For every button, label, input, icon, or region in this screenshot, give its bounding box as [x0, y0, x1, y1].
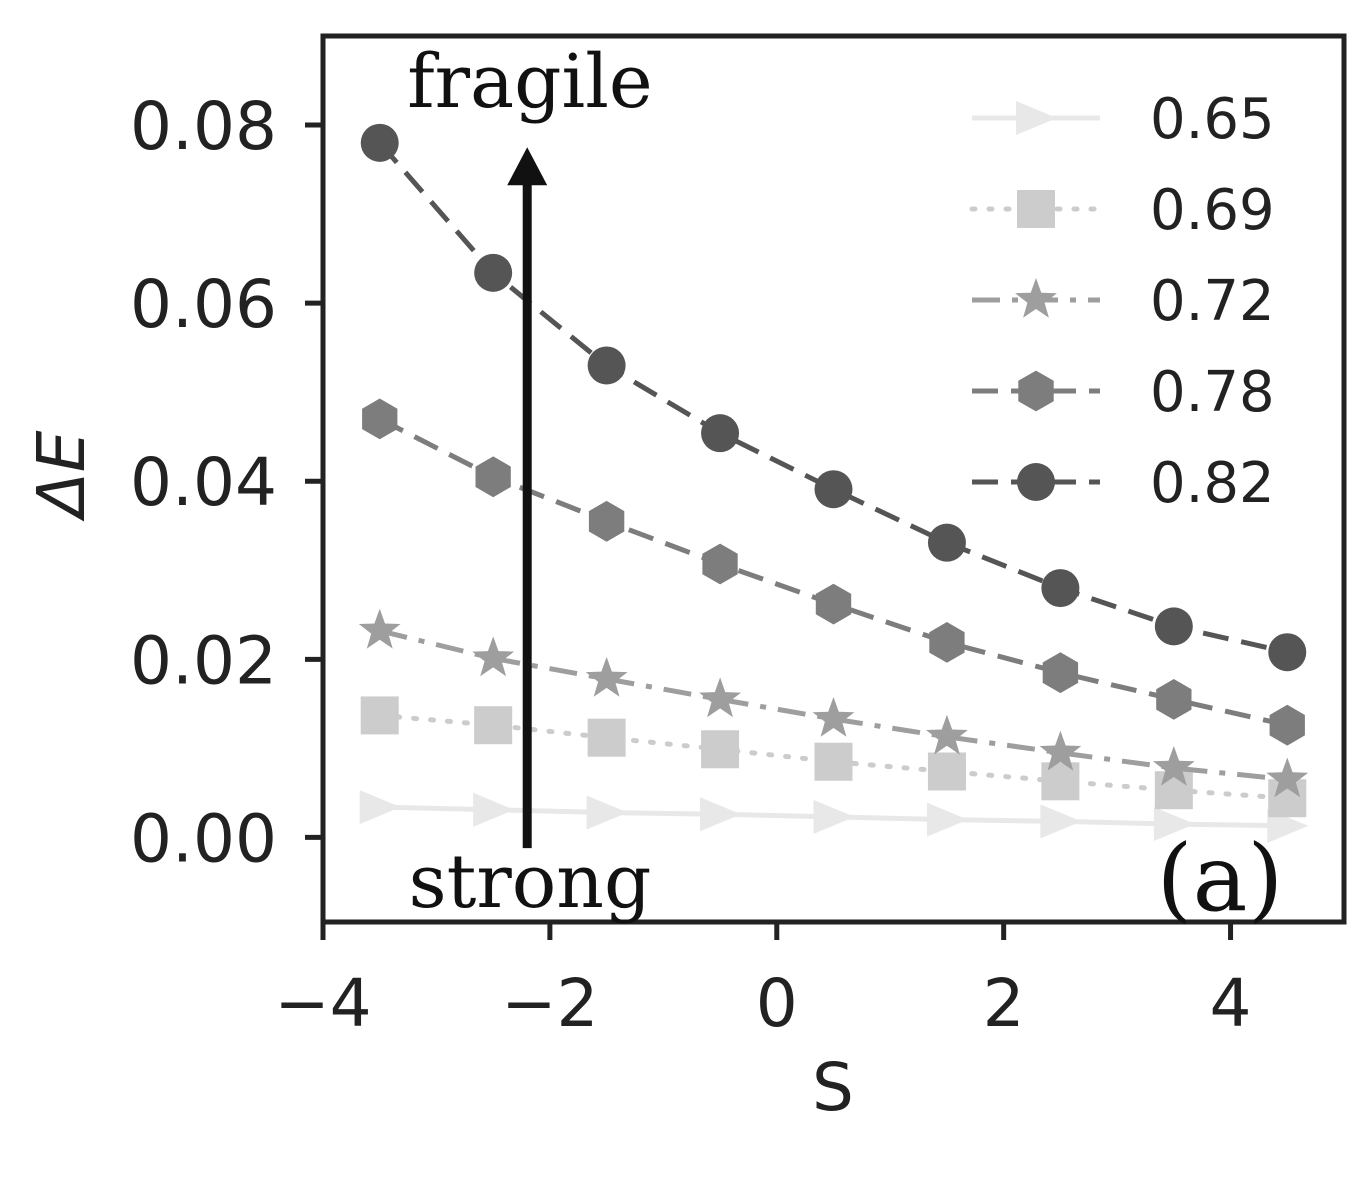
legend-entry: 0.72	[972, 269, 1275, 334]
strong-label: strong	[409, 839, 652, 925]
series-line	[377, 141, 1288, 655]
x-tick-label: 2	[983, 965, 1025, 1042]
data-point	[360, 696, 399, 735]
data-point	[588, 500, 625, 542]
data-point	[358, 608, 401, 649]
data-point	[812, 697, 855, 737]
data-point	[813, 799, 855, 834]
data-point	[701, 414, 740, 453]
data-point	[699, 677, 741, 718]
legend-label: 0.78	[1150, 360, 1275, 425]
data-point	[1015, 278, 1057, 318]
data-point	[1156, 679, 1192, 720]
data-point	[814, 470, 853, 509]
legend-entry: 0.78	[972, 360, 1275, 425]
data-point	[1267, 808, 1309, 843]
data-point	[585, 656, 628, 697]
data-point	[474, 706, 513, 745]
data-point	[926, 714, 968, 755]
data-point	[926, 802, 968, 837]
y-tick-label: 0.04	[130, 444, 277, 521]
x-tick-label: 4	[1210, 965, 1252, 1042]
data-point	[1269, 704, 1305, 746]
data-point	[359, 790, 401, 825]
data-point	[702, 543, 738, 585]
data-point	[362, 398, 398, 440]
series-0-72	[358, 608, 1309, 798]
legend-label: 0.69	[1150, 178, 1275, 243]
data-point	[815, 583, 852, 625]
x-tick-label: 0	[756, 965, 798, 1042]
data-point	[1154, 771, 1193, 810]
data-point	[1017, 463, 1055, 501]
fragile-label: fragile	[407, 39, 652, 125]
y-axis-label: ΔE	[23, 430, 100, 522]
legend: 0.65 0.69 0.72 0.78 0.82	[969, 87, 1275, 516]
y-tick-label: 0.06	[130, 266, 277, 343]
data-point	[1041, 569, 1080, 608]
axis-labels: S ΔE	[23, 430, 854, 1126]
series-0-82	[360, 123, 1307, 672]
legend-label: 0.65	[1150, 87, 1275, 152]
data-point	[1266, 757, 1309, 798]
data-point	[475, 456, 511, 498]
data-point	[586, 795, 628, 830]
data-point	[1039, 730, 1082, 771]
data-point	[1268, 633, 1307, 672]
data-point	[701, 730, 740, 769]
data-point	[1042, 652, 1079, 694]
y-tick-label: 0.02	[130, 622, 277, 699]
series-group	[358, 123, 1309, 843]
legend-entry: 0.69	[969, 178, 1275, 243]
data-point	[1153, 807, 1195, 842]
y-tick-label: 0.00	[130, 800, 277, 877]
data-point	[814, 742, 853, 781]
data-point	[472, 636, 515, 677]
legend-label: 0.82	[1150, 451, 1275, 516]
data-point	[587, 346, 626, 385]
data-point	[1154, 607, 1193, 646]
legend-entry: 0.82	[972, 451, 1275, 516]
data-point	[700, 797, 742, 832]
y-tick-label: 0.08	[130, 88, 277, 165]
x-axis-label: S	[812, 1049, 854, 1126]
x-tick-label: −2	[501, 965, 598, 1042]
series-0-65	[359, 790, 1309, 843]
series-line	[379, 628, 1288, 782]
panel-label: (a)	[1157, 825, 1284, 932]
data-point	[927, 752, 966, 791]
arrow-head	[507, 147, 548, 186]
axes: −4 −2 0 2 4 0.00 0.02 0.04 0.06 0.08	[130, 33, 1347, 1042]
x-tick-label: −4	[274, 965, 371, 1042]
data-point	[473, 792, 515, 827]
data-point	[1041, 762, 1080, 801]
data-point	[1016, 101, 1057, 135]
annotations: fragile strong (a)	[407, 39, 1283, 932]
data-point	[1040, 804, 1082, 839]
data-point	[360, 123, 399, 162]
data-point	[1152, 746, 1195, 786]
legend-entry: 0.65	[972, 87, 1275, 152]
data-point	[927, 523, 966, 562]
data-point	[1017, 190, 1055, 228]
data-point	[474, 253, 513, 292]
legend-label: 0.72	[1150, 269, 1275, 334]
data-point	[587, 718, 626, 757]
data-point	[929, 622, 965, 663]
data-point	[1018, 370, 1054, 412]
